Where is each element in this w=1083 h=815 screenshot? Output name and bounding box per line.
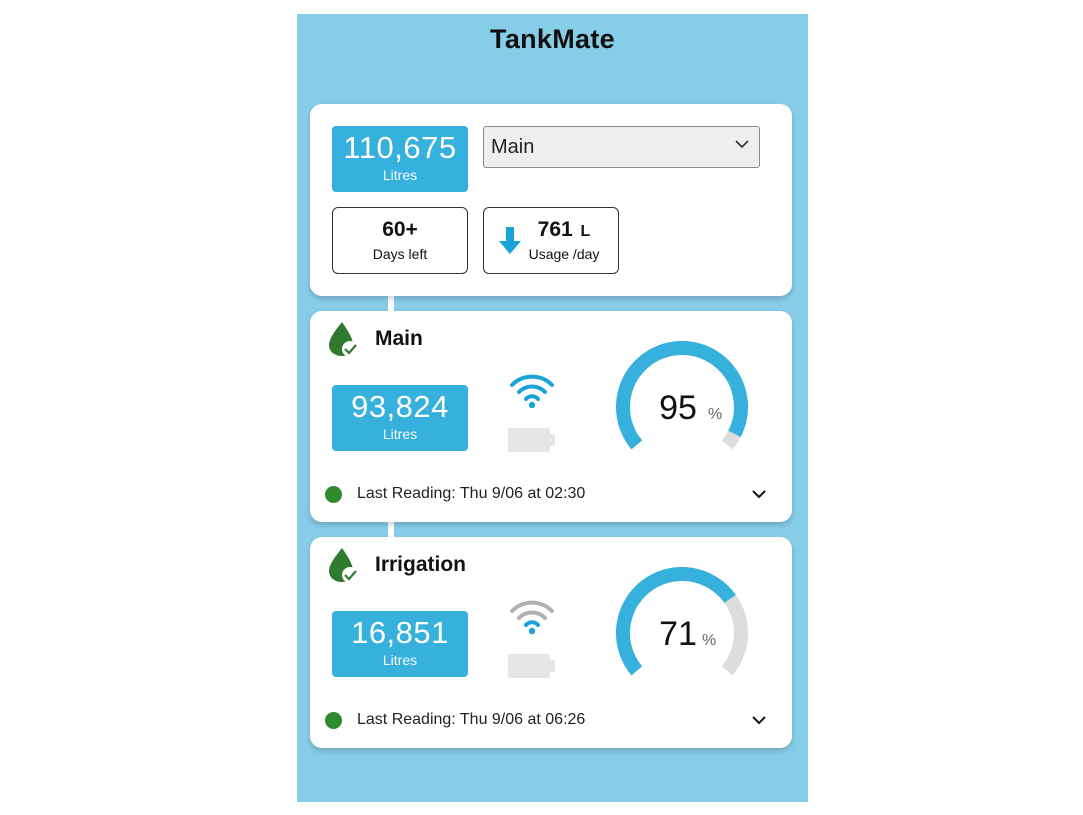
total-litres-unit: Litres xyxy=(382,167,418,183)
tank-select-value: Main xyxy=(491,136,535,158)
expand-chevron-icon[interactable] xyxy=(750,711,768,729)
tank-litres-value: 16,851 xyxy=(351,615,449,650)
app-title: TankMate xyxy=(490,24,615,54)
arrow-down-icon xyxy=(499,227,521,254)
app-screen: TankMate 110,675 Litres Main 60+ Days le… xyxy=(297,14,808,802)
total-litres-box: 110,675 Litres xyxy=(332,126,468,192)
usage-value: 761 xyxy=(537,218,573,241)
days-left-box: 60+ Days left xyxy=(332,207,468,274)
tank-litres-unit: Litres xyxy=(382,426,418,442)
card-connector xyxy=(388,296,394,312)
gauge-percent-value: 71 xyxy=(659,615,697,653)
tank-litres-box: 16,851 Litres xyxy=(332,611,468,677)
total-litres-value: 110,675 xyxy=(343,130,457,165)
gauge-percent-value: 95 xyxy=(659,389,697,427)
chevron-down-icon xyxy=(735,140,749,149)
days-left-value: 60+ xyxy=(382,218,418,241)
wifi-icon xyxy=(510,600,554,635)
tank-litres-box: 93,824 Litres xyxy=(332,385,468,451)
days-left-label: Days left xyxy=(372,246,428,262)
status-dot xyxy=(325,712,342,729)
last-reading-text: Last Reading: Thu 9/06 at 06:26 xyxy=(357,711,586,728)
usage-value-line: 761 L xyxy=(510,218,618,242)
tank-name: Main xyxy=(375,327,423,350)
usage-label: Usage /day xyxy=(528,246,600,262)
gauge-percent-unit: % xyxy=(708,406,722,423)
tank-select-dropdown[interactable]: Main xyxy=(483,126,760,168)
tank-litres-unit: Litres xyxy=(382,652,418,668)
tank-name: Irrigation xyxy=(375,553,467,576)
tank-litres-value: 93,824 xyxy=(351,389,449,424)
gauge-percent-unit: % xyxy=(702,632,716,649)
leaf-check-icon xyxy=(329,548,358,583)
last-reading-text: Last Reading: Thu 9/06 at 02:30 xyxy=(357,485,586,502)
level-gauge: 95 % xyxy=(616,341,748,450)
usage-box: 761 L Usage /day xyxy=(483,207,619,274)
tank-card-main[interactable]: Main 93,824 Litres 95 % Last Reading: Th… xyxy=(310,311,792,522)
level-gauge: 71 % xyxy=(616,567,748,676)
tank-card-irrigation[interactable]: Irrigation 16,851 Litres 71 % Last Readi… xyxy=(310,537,792,748)
battery-icon xyxy=(508,654,555,678)
leaf-check-icon xyxy=(329,322,358,357)
usage-unit: L xyxy=(580,223,591,240)
wifi-icon xyxy=(510,374,554,409)
status-dot xyxy=(325,486,342,503)
battery-icon xyxy=(508,428,555,452)
card-connector xyxy=(388,522,394,538)
summary-card: 110,675 Litres Main 60+ Days left 761 L … xyxy=(310,104,792,296)
expand-chevron-icon[interactable] xyxy=(750,485,768,503)
